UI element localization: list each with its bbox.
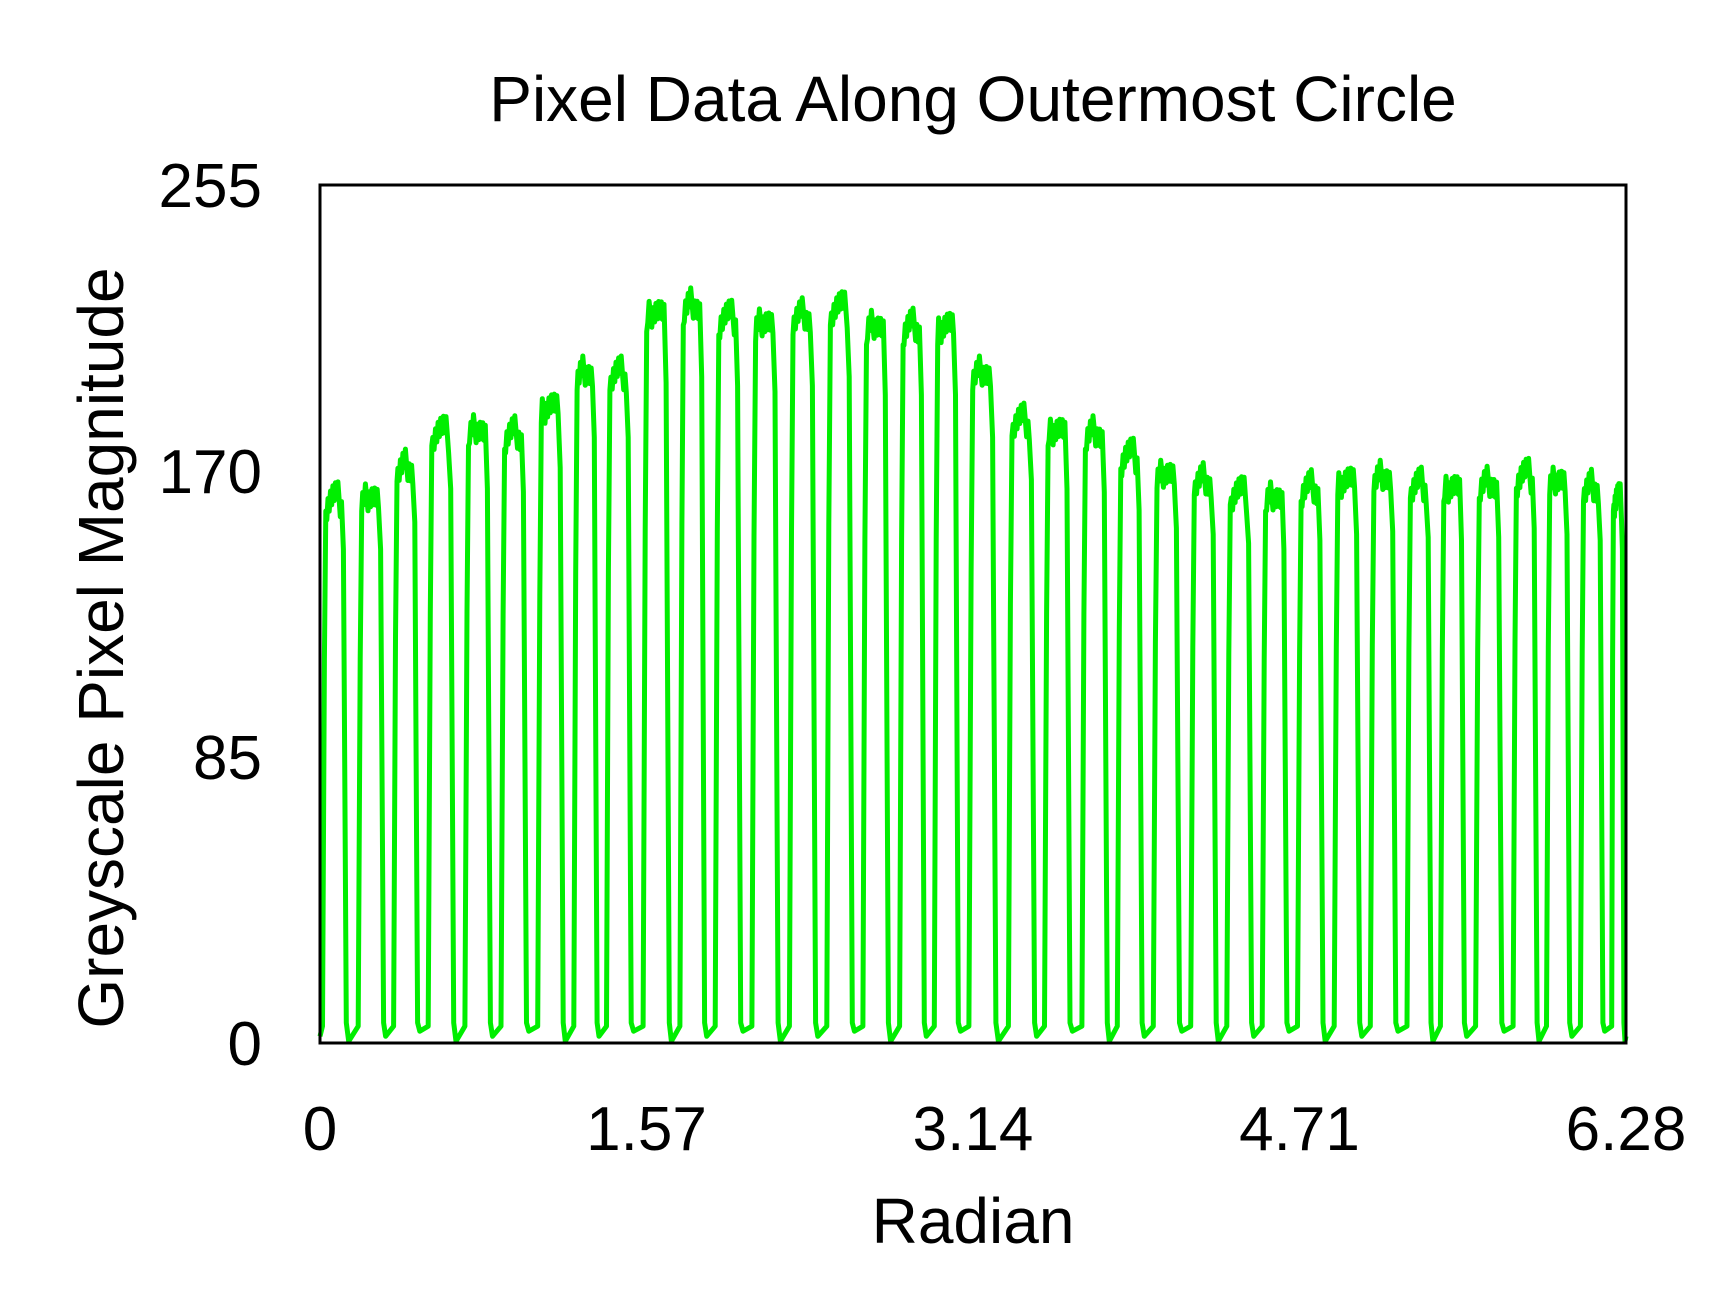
y-tick-label: 170 xyxy=(159,438,262,507)
y-axis-label: Greyscale Pixel Magnitude xyxy=(65,267,137,1028)
y-tick-label: 255 xyxy=(159,152,262,221)
y-tick-labels: 0 85 170 255 xyxy=(159,152,262,1079)
y-tick-label: 85 xyxy=(193,724,262,793)
series-line xyxy=(317,285,1629,1044)
x-tick-label: 6.28 xyxy=(1566,1095,1687,1164)
x-tick-label: 0 xyxy=(303,1095,337,1164)
plot-frame xyxy=(318,183,1628,1045)
chart-title: Pixel Data Along Outermost Circle xyxy=(489,63,1457,135)
x-tick-label: 1.57 xyxy=(586,1095,707,1164)
y-tick-label: 0 xyxy=(228,1010,262,1079)
x-tick-labels: 0 1.57 3.14 4.71 6.28 xyxy=(303,1095,1687,1164)
x-tick-label: 4.71 xyxy=(1239,1095,1360,1164)
x-tick-label: 3.14 xyxy=(913,1095,1034,1164)
x-axis-label: Radian xyxy=(872,1185,1075,1257)
